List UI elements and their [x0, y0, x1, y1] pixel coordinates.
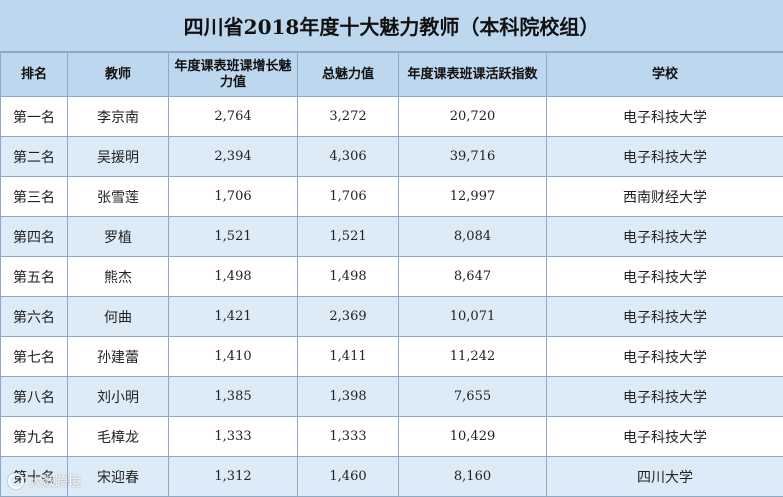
cell-activity-index: 20,720 [399, 97, 547, 137]
cell-total-charm: 3,272 [298, 97, 399, 137]
cell-rank: 第七名 [1, 337, 68, 377]
header-total-charm: 总魅力值 [298, 53, 399, 97]
watermark-text: 大数跨境 [29, 471, 81, 490]
cell-total-charm: 1,460 [298, 457, 399, 497]
cell-growth-charm: 1,410 [169, 337, 298, 377]
cell-rank: 第八名 [1, 377, 68, 417]
cell-teacher: 毛樟龙 [68, 417, 169, 457]
cell-teacher: 何曲 [68, 297, 169, 337]
cell-growth-charm: 1,706 [169, 177, 298, 217]
cell-total-charm: 1,498 [298, 257, 399, 297]
cell-activity-index: 11,242 [399, 337, 547, 377]
cell-activity-index: 10,429 [399, 417, 547, 457]
cell-growth-charm: 1,421 [169, 297, 298, 337]
watermark: 大数跨境 [8, 471, 81, 490]
cell-activity-index: 8,647 [399, 257, 547, 297]
cell-rank: 第九名 [1, 417, 68, 457]
cell-teacher: 张雪莲 [68, 177, 169, 217]
cell-activity-index: 12,997 [399, 177, 547, 217]
cell-total-charm: 4,306 [298, 137, 399, 177]
cell-total-charm: 1,333 [298, 417, 399, 457]
cell-total-charm: 1,706 [298, 177, 399, 217]
cell-teacher: 罗植 [68, 217, 169, 257]
cell-activity-index: 10,071 [399, 297, 547, 337]
cell-school: 西南财经大学 [547, 177, 783, 217]
cell-teacher: 刘小明 [68, 377, 169, 417]
cell-total-charm: 2,369 [298, 297, 399, 337]
cell-school: 电子科技大学 [547, 297, 783, 337]
cell-teacher: 李京南 [68, 97, 169, 137]
table-title: 四川省2018年度十大魅力教师（本科院校组） [0, 0, 783, 52]
cell-school: 电子科技大学 [547, 377, 783, 417]
header-row: 排名 教师 年度课表班课增长魅力值 总魅力值 年度课表班课活跃指数 学校 [1, 53, 783, 97]
cell-school: 电子科技大学 [547, 97, 783, 137]
cell-activity-index: 39,716 [399, 137, 547, 177]
cell-total-charm: 1,398 [298, 377, 399, 417]
cell-school: 四川大学 [547, 457, 783, 497]
header-growth-charm: 年度课表班课增长魅力值 [169, 53, 298, 97]
header-activity-index: 年度课表班课活跃指数 [399, 53, 547, 97]
cell-teacher: 熊杰 [68, 257, 169, 297]
cell-growth-charm: 1,333 [169, 417, 298, 457]
cell-school: 电子科技大学 [547, 417, 783, 457]
cell-school: 电子科技大学 [547, 337, 783, 377]
cell-rank: 第三名 [1, 177, 68, 217]
cell-growth-charm: 1,385 [169, 377, 298, 417]
header-rank: 排名 [1, 53, 68, 97]
cell-teacher: 孙建蕾 [68, 337, 169, 377]
cell-total-charm: 1,411 [298, 337, 399, 377]
cell-teacher: 宋迎春 [68, 457, 169, 497]
cell-activity-index: 8,084 [399, 217, 547, 257]
cell-rank: 第二名 [1, 137, 68, 177]
ranking-table: 排名 教师 年度课表班课增长魅力值 总魅力值 年度课表班课活跃指数 学校 第一名… [0, 52, 783, 497]
cell-school: 电子科技大学 [547, 257, 783, 297]
cell-rank: 第六名 [1, 297, 68, 337]
cell-growth-charm: 1,312 [169, 457, 298, 497]
cell-growth-charm: 1,498 [169, 257, 298, 297]
header-teacher: 教师 [68, 53, 169, 97]
cell-growth-charm: 2,764 [169, 97, 298, 137]
watermark-logo-icon [8, 473, 24, 489]
cell-rank: 第四名 [1, 217, 68, 257]
cell-growth-charm: 1,521 [169, 217, 298, 257]
cell-activity-index: 8,160 [399, 457, 547, 497]
cell-school: 电子科技大学 [547, 137, 783, 177]
header-school: 学校 [547, 53, 783, 97]
cell-rank: 第一名 [1, 97, 68, 137]
cell-school: 电子科技大学 [547, 217, 783, 257]
cell-growth-charm: 2,394 [169, 137, 298, 177]
cell-teacher: 吴援明 [68, 137, 169, 177]
cell-rank: 第五名 [1, 257, 68, 297]
cell-activity-index: 7,655 [399, 377, 547, 417]
cell-total-charm: 1,521 [298, 217, 399, 257]
